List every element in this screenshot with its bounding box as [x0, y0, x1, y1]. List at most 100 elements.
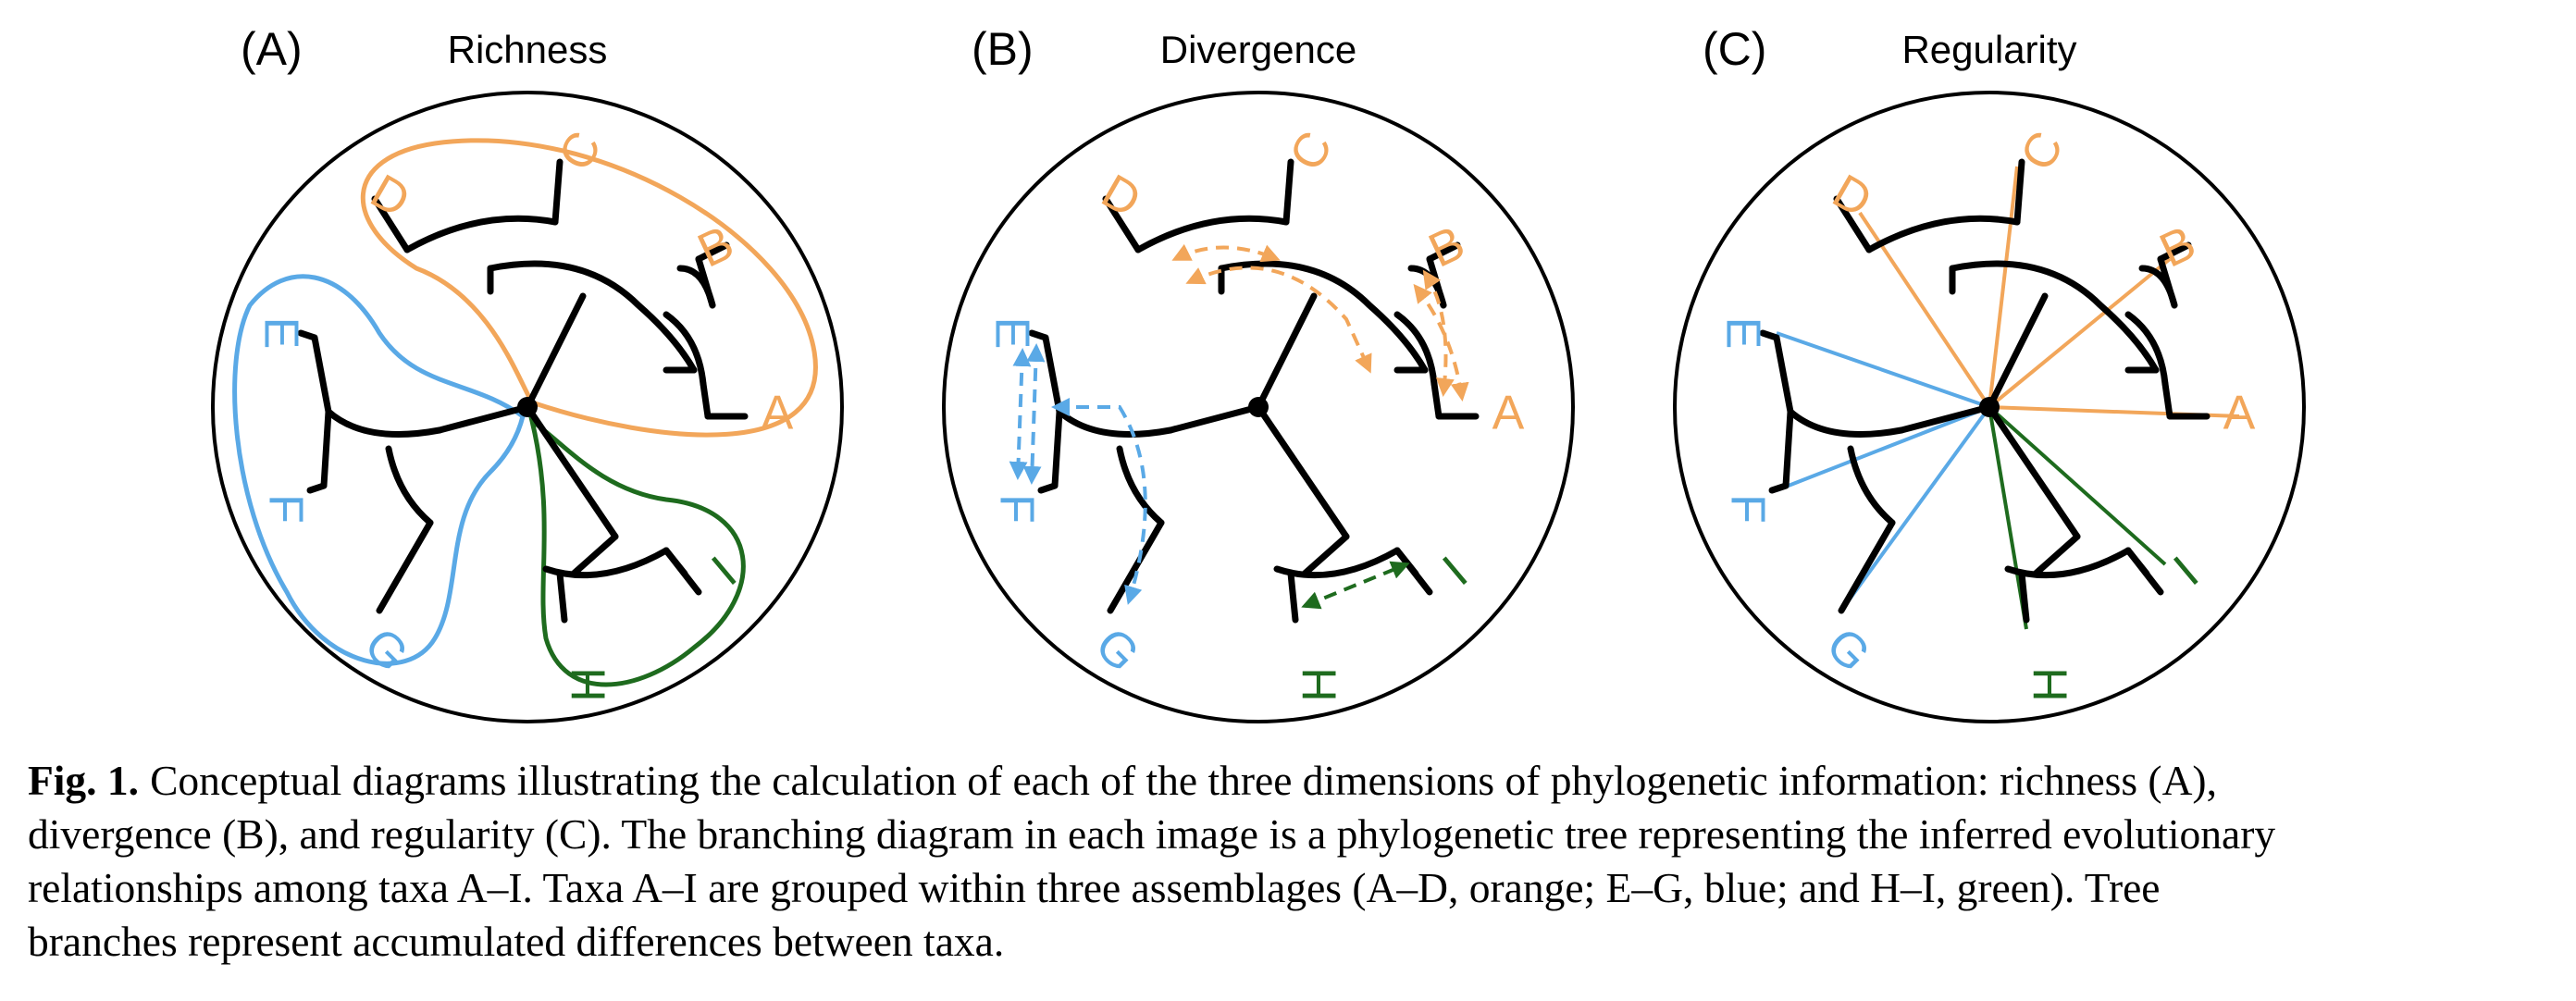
tree-branch: [556, 570, 568, 624]
tree-branch: [1167, 403, 1262, 434]
taxon-label-h: H: [563, 667, 616, 702]
tree-branch: [311, 334, 332, 415]
tree-branch: [403, 215, 559, 253]
distance-ray-h: [1988, 406, 2028, 630]
taxon-label-b: B: [690, 216, 742, 278]
tree-branch: [1042, 334, 1063, 415]
tree-branch: [551, 158, 564, 226]
tree-branch: [1986, 292, 2049, 411]
tree-branch: [1430, 380, 1443, 420]
divergence-arrow-blue: [1009, 348, 1032, 480]
tree-branch: [524, 403, 619, 540]
tree-branch: [663, 547, 702, 596]
tree-branch: [695, 241, 730, 263]
panel-boundary-circle: [942, 91, 1575, 723]
tree-branch: [1102, 195, 1142, 253]
tree-branch: [2124, 547, 2164, 596]
tree-branch: [2018, 570, 2030, 624]
taxon-label-e: E: [985, 317, 1038, 350]
distance-ray-c: [1988, 166, 2019, 408]
tree-branch: [1393, 547, 1433, 596]
tree-branch: [1218, 260, 1429, 374]
taxon-label-f: F: [989, 494, 1043, 524]
tree-branch: [1134, 215, 1290, 253]
tree-branch: [1768, 482, 1790, 494]
panel-boundary-circle: [211, 91, 844, 723]
taxon-label-i: I: [1433, 547, 1478, 597]
divergence-arrow-orange: [1413, 283, 1469, 402]
taxon-label-e: E: [254, 317, 307, 350]
divergence-arrow-orange: [1422, 269, 1455, 397]
taxon-label-f: F: [258, 494, 312, 524]
tree-branch: [297, 329, 318, 341]
divergence-arrow-orange: [1185, 266, 1372, 374]
tree-branch: [542, 547, 670, 579]
tree-branch: [1056, 408, 1174, 438]
panel-letter: (C): [1703, 23, 1766, 75]
taxon-label-d: D: [1824, 165, 1881, 229]
tree-branch: [487, 260, 698, 374]
tree-branch: [524, 292, 587, 411]
caption-line-1: Fig. 1. Conceptual diagrams illustrating …: [28, 754, 2554, 808]
tree-branch: [1838, 519, 1896, 614]
taxon-label-i: I: [2164, 547, 2209, 597]
distance-ray-f: [1776, 405, 1990, 492]
tree-branch: [325, 408, 443, 438]
taxon-label-d: D: [1093, 165, 1150, 229]
tree-branch: [2161, 380, 2174, 420]
taxon-label-a: A: [1492, 387, 1525, 440]
tree-branch: [1255, 292, 1318, 411]
panel-letter: (A): [241, 23, 303, 75]
tree-branch: [306, 482, 328, 494]
distance-ray-b: [1988, 257, 2172, 409]
tree-branch: [1028, 329, 1049, 341]
caption-line-2: divergence (B), and regularity (C). The …: [28, 810, 2276, 858]
tree-branch: [1051, 408, 1063, 489]
tree-branch: [1986, 403, 2081, 540]
tree-branch: [1426, 241, 1461, 263]
taxon-label-g: G: [354, 618, 419, 683]
panel-letter: (B): [972, 23, 1034, 75]
taxon-label-a: A: [762, 387, 794, 440]
tree-branch: [436, 403, 531, 434]
tree-branch: [1273, 547, 1401, 579]
root-node: [1979, 397, 2000, 417]
tree-branch: [2157, 255, 2178, 309]
taxon-label-h: H: [2025, 667, 2078, 702]
divergence-arrow-orange: [1171, 243, 1281, 263]
tree-branch: [1037, 482, 1059, 494]
caption-line-3: relationships among taxa A–I. Taxa A–I a…: [28, 864, 2161, 911]
assemblage-outline-blue: [232, 274, 526, 666]
tree-branch: [1301, 533, 1350, 577]
taxon-label-g: G: [1816, 618, 1881, 683]
taxon-label-h: H: [1294, 667, 1347, 702]
tree-branch: [695, 255, 716, 309]
tree-branch: [385, 445, 434, 526]
tree-branch: [1787, 408, 1905, 438]
panel-boundary-circle: [1673, 91, 2306, 723]
assemblage-outline-orange: [360, 138, 818, 438]
distance-ray-g: [1839, 405, 1991, 612]
distance-ray-e: [1776, 331, 1990, 409]
tree-branch: [663, 311, 707, 388]
tree-branch: [700, 380, 712, 420]
tree-branch: [1287, 570, 1299, 624]
tree-branch: [1847, 445, 1896, 526]
figure-caption: Fig. 1. Conceptual diagrams illustrating …: [28, 754, 2554, 969]
assemblage-outline-green: [528, 415, 746, 687]
taxon-label-e: E: [1715, 317, 1769, 350]
tree-branch: [1773, 334, 1794, 415]
caption-text-1: Conceptual diagrams illustrating the cal…: [150, 757, 2217, 804]
panel-title: Richness: [448, 28, 608, 71]
panel-title: Divergence: [1160, 28, 1356, 71]
tree-branch: [1949, 260, 2160, 374]
tree-branch: [320, 408, 332, 489]
tree-branch: [1782, 408, 1794, 489]
tree-branch: [1865, 215, 2021, 253]
tree-branch: [2013, 158, 2025, 226]
tree-branch: [2032, 533, 2081, 577]
tree-branch: [376, 519, 434, 614]
caption-lead: Fig. 1.: [28, 757, 140, 804]
tree-branch: [570, 533, 619, 577]
